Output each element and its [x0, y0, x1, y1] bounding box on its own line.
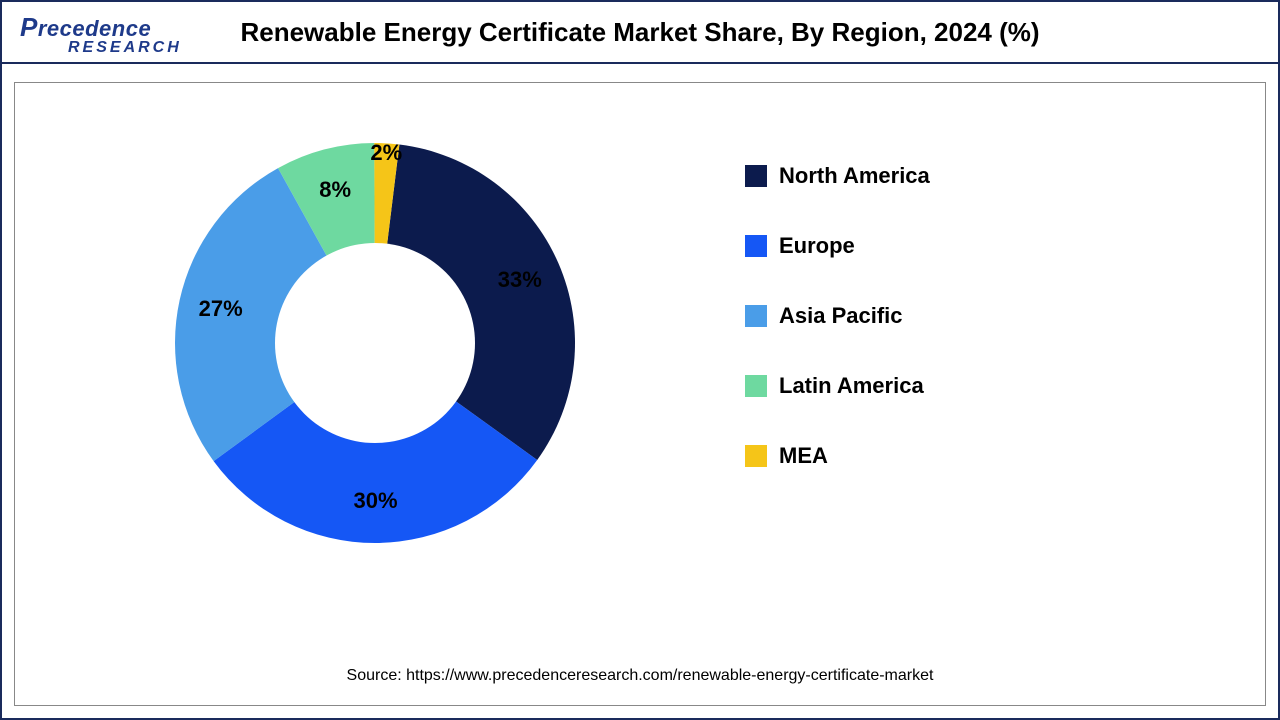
legend-label: Latin America [779, 373, 924, 399]
chart-title: Renewable Energy Certificate Market Shar… [2, 17, 1278, 48]
legend-item-latin-america: Latin America [745, 373, 930, 399]
slice-label-north-america: 33% [498, 267, 542, 293]
outer-border: Precedence RESEARCH Renewable Energy Cer… [0, 0, 1280, 720]
legend-item-mea: MEA [745, 443, 930, 469]
chart-area: 33% 30% 27% 8% 2% North America Europe Asia Pa… [14, 82, 1266, 706]
legend-item-asia-pacific: Asia Pacific [745, 303, 930, 329]
legend-label: Asia Pacific [779, 303, 903, 329]
slice-label-europe: 30% [354, 488, 398, 514]
legend-swatch [745, 165, 767, 187]
legend-item-europe: Europe [745, 233, 930, 259]
logo: Precedence RESEARCH [20, 12, 182, 57]
logo-text: recedence [38, 16, 151, 41]
slice-label-asia-pacific: 27% [199, 296, 243, 322]
legend-swatch [745, 445, 767, 467]
legend-swatch [745, 235, 767, 257]
legend-label: North America [779, 163, 930, 189]
legend-item-north-america: North America [745, 163, 930, 189]
donut-hole [275, 243, 475, 443]
legend-label: Europe [779, 233, 855, 259]
slice-label-mea: 2% [370, 140, 402, 166]
legend-label: MEA [779, 443, 828, 469]
legend: North America Europe Asia Pacific Latin Ame… [745, 163, 930, 469]
source-text: Source: https://www.precedenceresearch.c… [15, 667, 1265, 685]
legend-swatch [745, 375, 767, 397]
logo-sub: RESEARCH [68, 39, 182, 57]
legend-swatch [745, 305, 767, 327]
slice-label-latin-america: 8% [319, 177, 351, 203]
donut-chart: 33% 30% 27% 8% 2% [165, 133, 585, 553]
header: Precedence RESEARCH Renewable Energy Cer… [2, 2, 1278, 64]
